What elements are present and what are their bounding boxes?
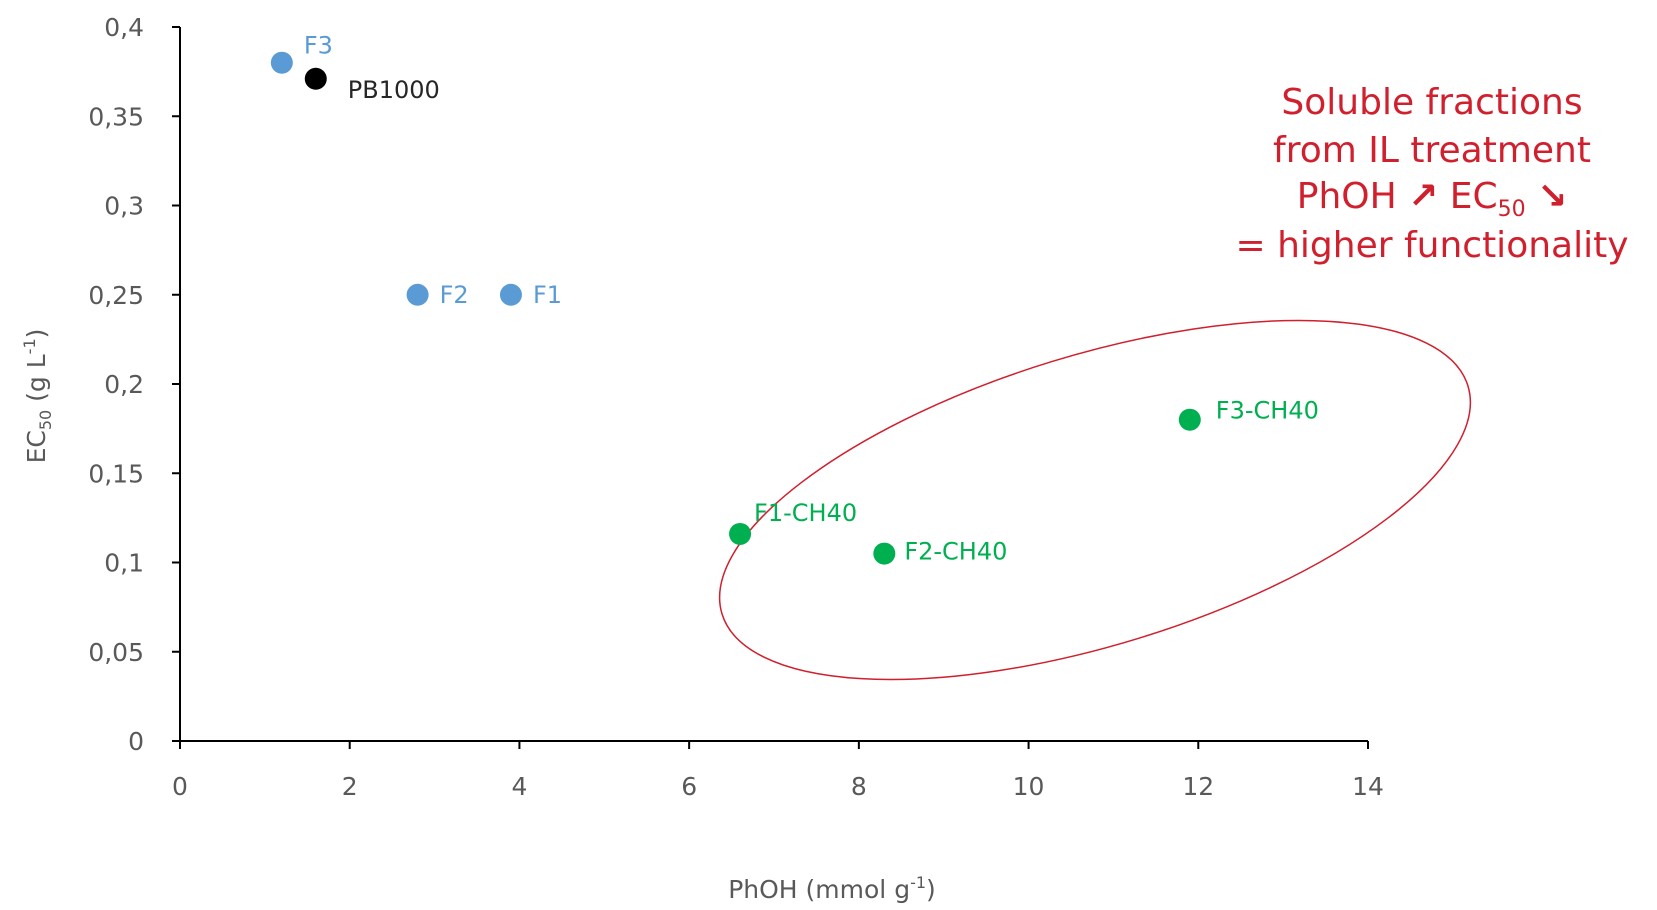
x-axis-title: PhOH (mmol g-1) <box>728 873 936 904</box>
data-point-f2-ch40 <box>873 542 896 565</box>
annotation: Soluble fractions from IL treatment PhOH… <box>1235 82 1628 266</box>
y-axis-title-rest: (g L <box>22 354 51 410</box>
data-point-f3-ch40 <box>1178 408 1201 431</box>
x-axis-title-close: ) <box>926 875 936 904</box>
x-tick-label: 0 <box>172 772 188 801</box>
y-axis-title-main: EC <box>22 430 51 463</box>
y-axis-title-close: ) <box>22 329 51 339</box>
data-label-f1-ch40: F1-CH40 <box>754 499 857 527</box>
annotation-line-1: Soluble fractions <box>1281 82 1582 123</box>
y-tick-label: 0,1 <box>104 549 144 578</box>
data-label-f1: F1 <box>533 281 562 309</box>
x-tick-label: 6 <box>681 772 697 801</box>
x-axis-title-sup: -1 <box>910 873 926 892</box>
data-point-pb1000 <box>304 67 327 90</box>
annotation-line-4: = higher functionality <box>1235 225 1628 266</box>
y-axis-title-sup: -1 <box>20 338 39 354</box>
x-tick-label: 8 <box>851 772 867 801</box>
y-axis-title: EC50 (g L-1) <box>20 329 55 464</box>
y-tick-label: 0,3 <box>104 192 144 221</box>
arrow-up-icon: ↗ <box>1408 176 1438 217</box>
data-label-f3-ch40: F3-CH40 <box>1216 397 1319 425</box>
axes <box>179 27 1368 742</box>
x-axis-title-main: PhOH (mmol g <box>728 875 910 904</box>
y-tick-label: 0,05 <box>88 638 144 667</box>
x-tick-label: 10 <box>1013 772 1045 801</box>
x-tick-label: 14 <box>1352 772 1384 801</box>
y-axis-title-sub: 50 <box>36 410 55 430</box>
data-points <box>270 51 1201 565</box>
data-label-pb1000: PB1000 <box>348 76 440 104</box>
y-tick-label: 0,4 <box>104 13 144 42</box>
data-point-f2 <box>406 283 429 306</box>
y-tick-label: 0,25 <box>88 281 144 310</box>
x-tick-label: 4 <box>511 772 527 801</box>
annotation-ec-sub: 50 <box>1498 197 1526 222</box>
y-tick-label: 0,35 <box>88 102 144 131</box>
x-axis-ticks: 0 2 4 6 8 10 12 14 <box>172 741 1384 801</box>
data-label-f2: F2 <box>440 281 469 309</box>
data-label-f2-ch40: F2-CH40 <box>904 538 1007 566</box>
x-tick-label: 2 <box>342 772 358 801</box>
x-tick-label: 12 <box>1182 772 1214 801</box>
annotation-line-2: from IL treatment <box>1273 130 1591 171</box>
data-label-f3: F3 <box>304 32 333 60</box>
arrow-down-icon: ↘ <box>1537 176 1567 217</box>
data-labels: F3 PB1000 F2 F1 F1-CH40 F2-CH40 F3-CH40 <box>304 32 1319 566</box>
annotation-phoh: PhOH <box>1297 176 1397 217</box>
annotation-line-3: PhOH ↗ EC50 ↘ <box>1297 176 1568 225</box>
y-tick-label: 0,2 <box>104 370 144 399</box>
data-point-f1 <box>499 283 522 306</box>
data-point-f1-ch40 <box>729 522 752 545</box>
y-tick-label: 0,15 <box>88 459 144 488</box>
y-axis-ticks: 0 0,05 0,1 0,15 0,2 0,25 0,3 0,35 0,4 <box>88 13 180 756</box>
data-point-f3 <box>270 51 293 74</box>
y-tick-label: 0 <box>128 727 144 756</box>
annotation-ec: EC <box>1450 176 1498 217</box>
highlight-ellipse <box>718 319 1472 681</box>
